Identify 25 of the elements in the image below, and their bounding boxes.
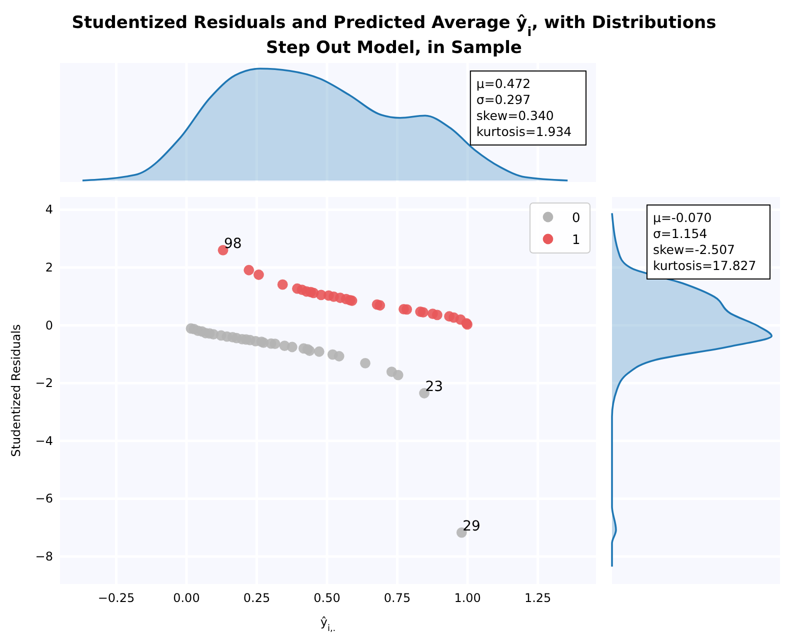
y-tick-label: 0: [45, 318, 53, 332]
x-tick-label: 0.75: [384, 591, 411, 605]
x-axis-title: ŷ$_{i,.}$: [320, 615, 336, 634]
annotation: 29: [462, 518, 480, 535]
annotation: μ=-0.070 σ=1.154 skew=-2.507 kurtosis=17.827: [653, 210, 756, 273]
annotation: μ=0.472 σ=0.297 skew=0.340 kurtosis=1.934: [476, 76, 572, 139]
y-tick-label: 4: [45, 202, 53, 217]
x-tick-label: 0.00: [173, 591, 200, 605]
x-tick-label: 1.25: [524, 591, 552, 605]
y-tick-label: −2: [35, 376, 53, 390]
y-tick-label: −8: [35, 550, 53, 564]
y-axis-title: Studentized Residuals: [9, 324, 23, 457]
x-tick-label: 0.25: [243, 591, 270, 605]
legend-label: 0: [572, 211, 580, 226]
y-tick-label: 2: [45, 260, 53, 275]
chart-title: Studentized Residuals and Predicted Average ŷ$_{i}$, with Distributions: [72, 13, 716, 40]
annotation: 98: [224, 236, 242, 252]
legend-label: 1: [572, 233, 580, 248]
chart-subtitle: Step Out Model, in Sample: [266, 38, 522, 58]
x-tick-label: 1.00: [454, 591, 481, 605]
y-tick-label: −6: [35, 492, 53, 506]
x-tick-label: 0.50: [314, 591, 340, 605]
y-tick-label: −4: [35, 434, 53, 448]
annotation: 23: [425, 379, 444, 396]
x-tick-label: −0.25: [98, 591, 135, 605]
